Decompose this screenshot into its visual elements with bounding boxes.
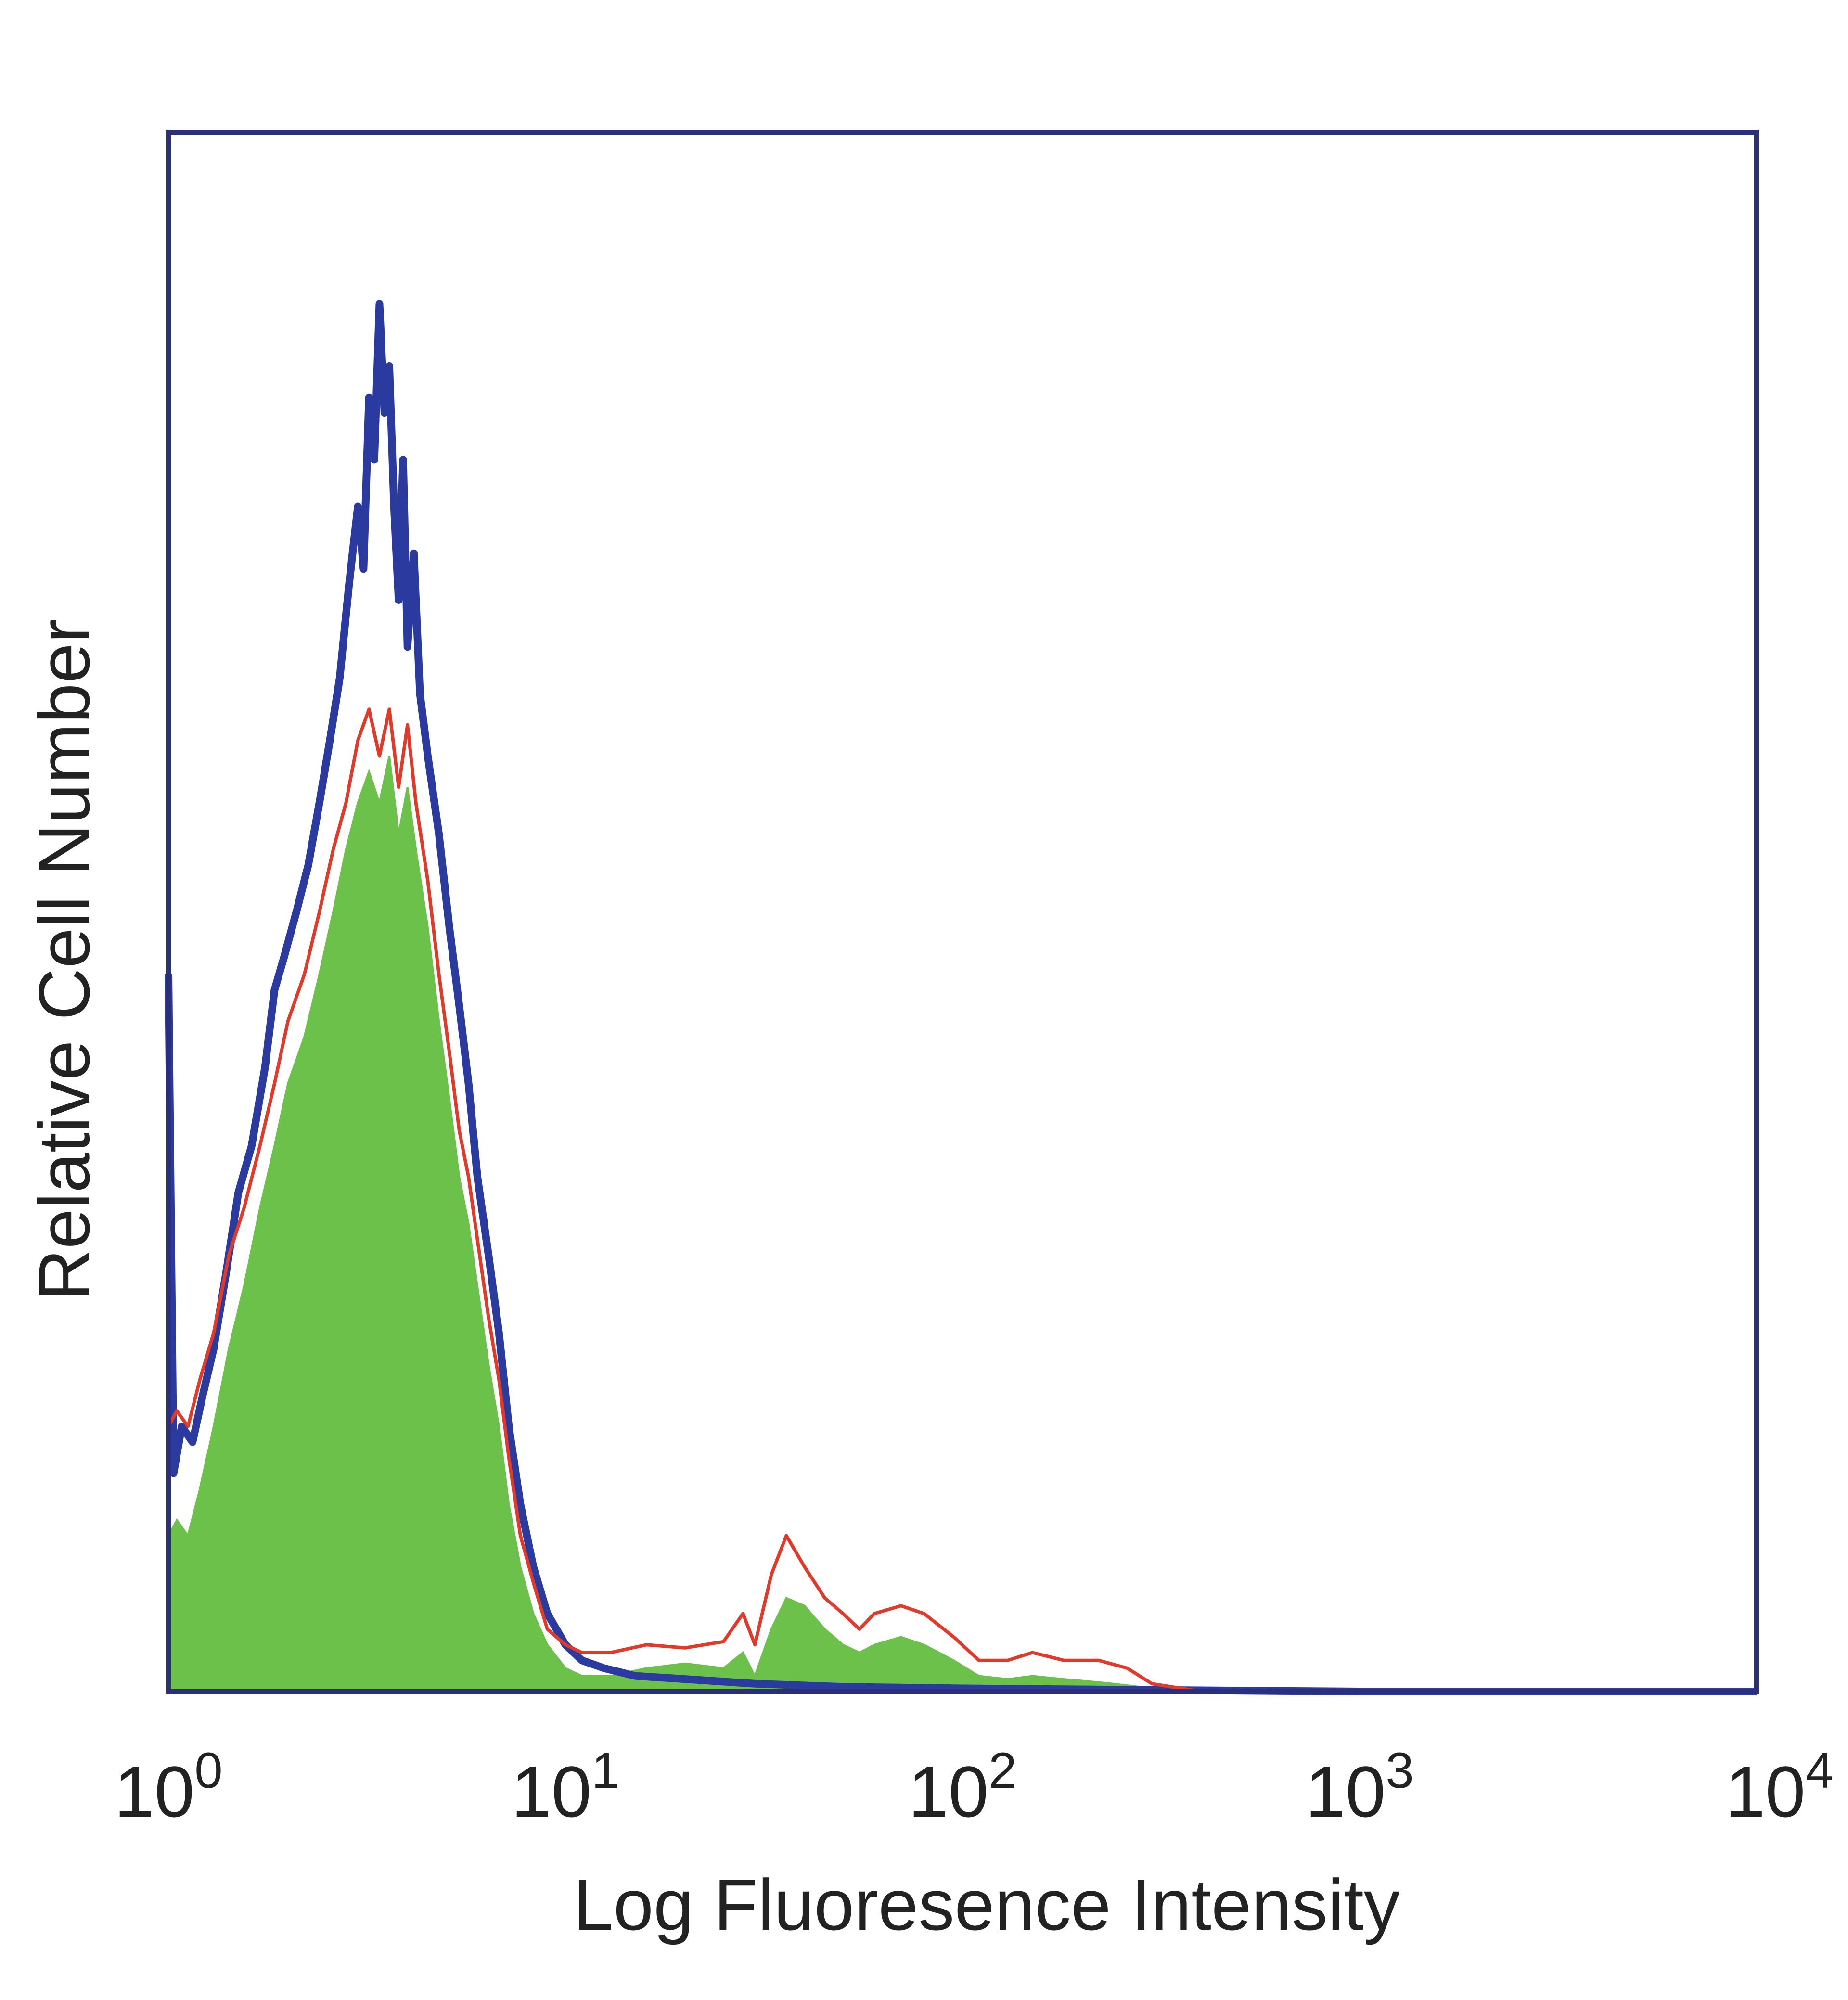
x-axis-title: Log Fluoresence Intensity (573, 1864, 1400, 1945)
x-tick-label: 101 (511, 1743, 619, 1832)
x-tick-base: 10 (1725, 1751, 1806, 1832)
histogram-series-1 (167, 707, 1757, 1693)
x-tick-exponent: 1 (591, 1743, 619, 1799)
plot-frame (166, 130, 1759, 1694)
x-tick-exponent: 2 (988, 1743, 1016, 1799)
x-tick-base: 10 (511, 1751, 591, 1832)
histogram-series-0 (165, 300, 1757, 1695)
x-tick-labels: 100 101 102 103 104 (114, 1743, 1834, 1832)
x-tick-base: 10 (908, 1751, 988, 1832)
x-tick-exponent: 0 (194, 1743, 222, 1799)
y-axis-title: Relative Cell Number (24, 619, 104, 1301)
x-tick-label: 100 (114, 1743, 222, 1832)
x-tick-exponent: 4 (1806, 1743, 1834, 1799)
x-tick-label: 104 (1725, 1743, 1834, 1832)
x-tick-label: 102 (908, 1743, 1016, 1832)
histogram-series-2 (167, 756, 1757, 1692)
x-tick-exponent: 3 (1386, 1743, 1413, 1799)
x-tick-base: 10 (114, 1751, 194, 1832)
x-tick-base: 10 (1305, 1751, 1386, 1832)
x-tick-label: 103 (1305, 1743, 1413, 1832)
series-layer (165, 300, 1757, 1695)
